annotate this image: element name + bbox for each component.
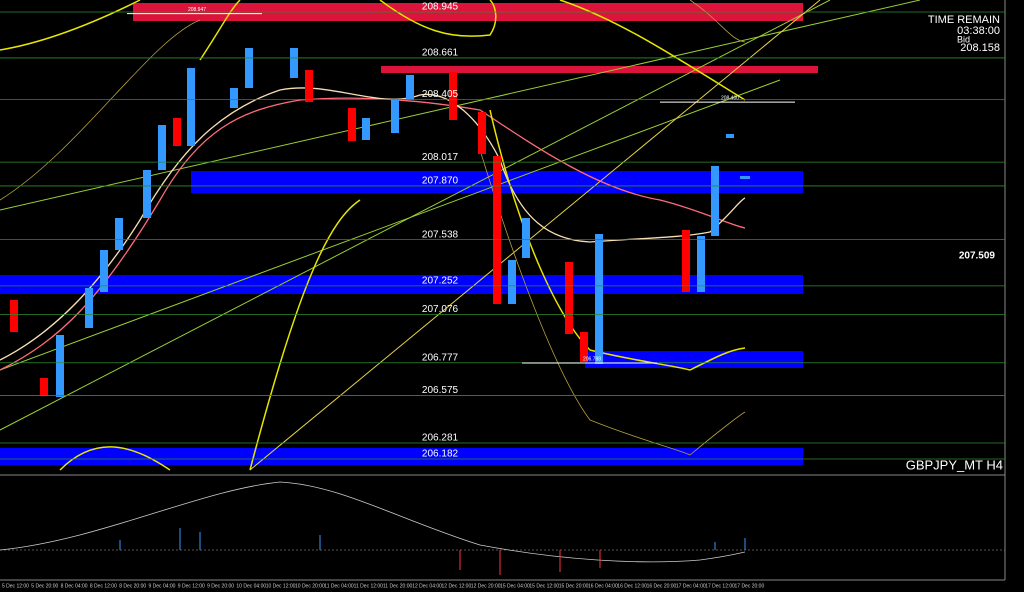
price-mark-label: 208.400 (721, 95, 739, 101)
demand-zone (0, 448, 803, 465)
price-mark-label: 208.947 (188, 7, 206, 13)
time-label: 16 Dec 12:00 (617, 583, 647, 589)
level-label: 206.777 (422, 352, 459, 363)
time-label: 10 Dec 04:00 (236, 583, 266, 589)
level-label: 206.182 (422, 449, 459, 460)
level-label: 207.076 (422, 304, 459, 315)
time-label: 9 Dec 12:00 (178, 583, 205, 589)
level-label: 208.661 (422, 48, 459, 59)
level-label: 208.405 (422, 89, 459, 100)
time-label: 17 Dec 12:00 (705, 583, 735, 589)
symbol: GBPJPY_MT H4 (906, 457, 1003, 472)
level-label: 208.017 (422, 152, 459, 163)
time-label: 5 Dec 12:00 (2, 583, 29, 589)
current-level: 207.509 (959, 251, 996, 262)
level-label: 206.575 (422, 385, 459, 396)
time-label: 11 Dec 12:00 (354, 583, 384, 589)
indicators (0, 0, 921, 471)
level-label: 207.538 (422, 229, 459, 240)
time-label: 9 Dec 04:00 (149, 583, 176, 589)
time-label: 11 Dec 04:00 (324, 583, 354, 589)
time-label: 10 Dec 20:00 (295, 583, 325, 589)
time-label: 15 Dec 12:00 (529, 583, 559, 589)
time-label: 17 Dec 04:00 (676, 583, 706, 589)
level-label: 207.252 (422, 276, 459, 287)
demand-zone (585, 351, 803, 368)
bid-label: Bid (957, 34, 970, 44)
time-label: 16 Dec 20:00 (647, 583, 677, 589)
time-label: 8 Dec 12:00 (90, 583, 117, 589)
price-mark-label: 206.788 (583, 356, 601, 362)
time-label: 16 Dec 04:00 (588, 583, 618, 589)
level-label: 206.281 (422, 433, 459, 444)
time-label: 15 Dec 20:00 (559, 583, 589, 589)
time-label: 15 Dec 04:00 (500, 583, 530, 589)
time-label: 12 Dec 12:00 (442, 583, 472, 589)
bid: 208.158 (960, 42, 1000, 54)
time-label: 10 Dec 12:00 (266, 583, 296, 589)
time-label: 9 Dec 20:00 (207, 583, 234, 589)
time-label: 8 Dec 04:00 (61, 583, 88, 589)
time-label: 8 Dec 20:00 (119, 583, 146, 589)
time-label: 5 Dec 20:00 (31, 583, 58, 589)
supply-zone (381, 66, 818, 73)
time-label: 11 Dec 20:00 (383, 583, 413, 589)
candles (10, 48, 750, 397)
time-remain: TIME REMAIN (928, 14, 1000, 26)
time-label: 12 Dec 20:00 (471, 583, 501, 589)
level-label: 208.945 (422, 2, 459, 13)
time-label: 12 Dec 04:00 (412, 583, 442, 589)
histogram (119, 528, 746, 575)
time-label: 17 Dec 20:00 (735, 583, 765, 589)
level-label: 207.870 (422, 176, 459, 187)
countdown: 03:38:00 (957, 25, 1000, 37)
signal-line (0, 481, 746, 563)
